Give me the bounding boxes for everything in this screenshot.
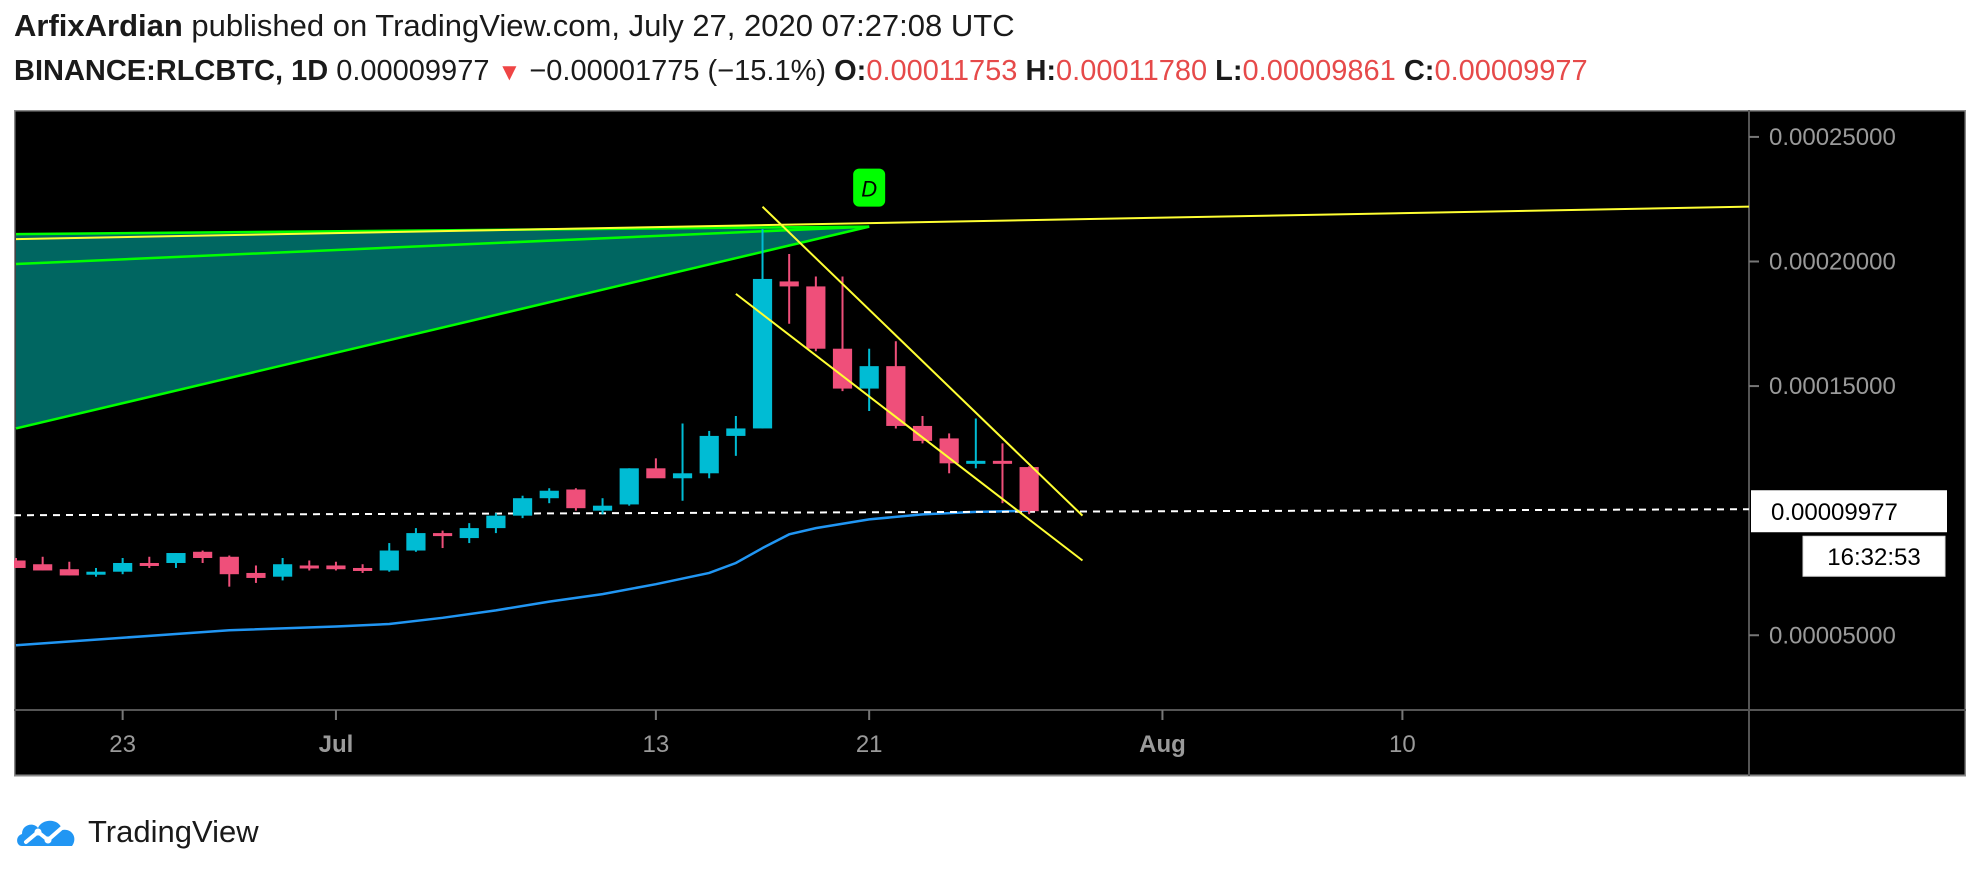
candle-body [646, 468, 666, 479]
channel-lower-line [735, 293, 1084, 562]
candle-body [539, 490, 559, 499]
candle-body [832, 348, 853, 389]
open-label: O: [834, 55, 867, 87]
candle-body [86, 571, 106, 575]
pattern-line [15, 225, 870, 266]
candle-body [886, 366, 906, 426]
low-label: L: [1215, 55, 1243, 87]
candle-body [859, 366, 879, 389]
x-tick-label: 13 [643, 731, 670, 758]
countdown-label: 16:32:53 [1827, 544, 1920, 571]
candle-body [219, 556, 239, 575]
x-tick-label: Aug [1139, 731, 1186, 758]
last-price-line [14, 508, 1750, 517]
price-chart[interactable]: 0.00025000 0.00020000 0.00015000 0.00005000… [14, 110, 1966, 786]
candle-body [406, 533, 426, 551]
countdown-tag [1802, 535, 1946, 577]
pattern-point-label: D [861, 177, 877, 202]
close-label: C: [1403, 55, 1435, 87]
channel-upper-line [761, 205, 1084, 517]
publish-info: published on TradingView.com, July 27, 2… [182, 8, 1015, 43]
symbol-line: BINANCE:RLCBTC, 1D 0.00009977 ▼ −0.00001… [14, 55, 1588, 88]
y-tick-label: 0.00015000 [1769, 373, 1896, 400]
candle-body [806, 286, 826, 349]
candle-body [752, 278, 773, 429]
x-tick-label: 23 [109, 731, 136, 758]
candle-body [353, 567, 373, 571]
open-value: 0.00011753 [866, 55, 1018, 87]
candle-body [459, 528, 479, 539]
candle-body [59, 569, 79, 576]
candle-body [326, 565, 346, 570]
y-tick-label: 0.00005000 [1769, 622, 1896, 649]
high-label: H: [1025, 55, 1057, 87]
low-value: 0.00009861 [1242, 55, 1396, 87]
author-name[interactable]: ArfixArdian [14, 8, 183, 43]
candle-body [672, 473, 693, 479]
candle-body [566, 489, 586, 509]
pattern-line [15, 225, 870, 430]
resistance-line [15, 205, 1750, 241]
last-price-tag-label: 0.00009977 [1771, 499, 1898, 526]
candle-body [939, 438, 959, 464]
x-tick-label: 21 [856, 731, 883, 758]
moving-average-line [15, 509, 1030, 647]
candle-body [592, 505, 613, 511]
candle-body [1019, 467, 1039, 512]
candle-body [432, 533, 453, 537]
candle-body [512, 498, 533, 516]
candle-body [299, 565, 319, 569]
symbol-label: BINANCE:RLCBTC, 1D [14, 55, 329, 87]
down-arrow-icon: ▼ [497, 59, 522, 86]
tradingview-logo-icon[interactable] [14, 812, 80, 852]
high-value: 0.00011780 [1056, 55, 1208, 87]
pattern-point-badge [853, 168, 886, 207]
candle-body [33, 564, 53, 571]
candle-body [139, 562, 159, 566]
x-tick-label: 10 [1389, 731, 1416, 758]
price-change: −0.00001775 (−15.1%) [529, 55, 827, 87]
candle-body [726, 428, 746, 436]
chart-border [14, 110, 1966, 777]
candle-body [379, 550, 399, 571]
candle-body [14, 560, 26, 568]
close-value: 0.00009977 [1434, 55, 1588, 87]
footer-brand[interactable]: TradingView [88, 814, 259, 849]
candle-body [166, 553, 186, 563]
candle-body [246, 572, 266, 578]
candle-body [966, 460, 986, 464]
candle-body [113, 562, 133, 572]
candle-body [912, 425, 933, 441]
candle-body [619, 468, 639, 505]
candle-body [779, 281, 799, 287]
chart-background [14, 110, 1966, 776]
candle-body [992, 460, 1013, 464]
candle-body [193, 551, 213, 559]
x-tick-label: Jul [319, 731, 354, 758]
candle-body [273, 564, 293, 577]
footer: TradingView [14, 812, 259, 852]
current-price: 0.00009977 [336, 55, 490, 87]
candle-body [486, 515, 506, 529]
y-tick-label: 0.00020000 [1769, 249, 1896, 276]
candle-body [699, 435, 719, 474]
last-price-tag [1751, 490, 1947, 533]
y-tick-label: 0.00025000 [1769, 124, 1896, 151]
publish-line: ArfixArdian published on TradingView.com… [14, 8, 1015, 44]
